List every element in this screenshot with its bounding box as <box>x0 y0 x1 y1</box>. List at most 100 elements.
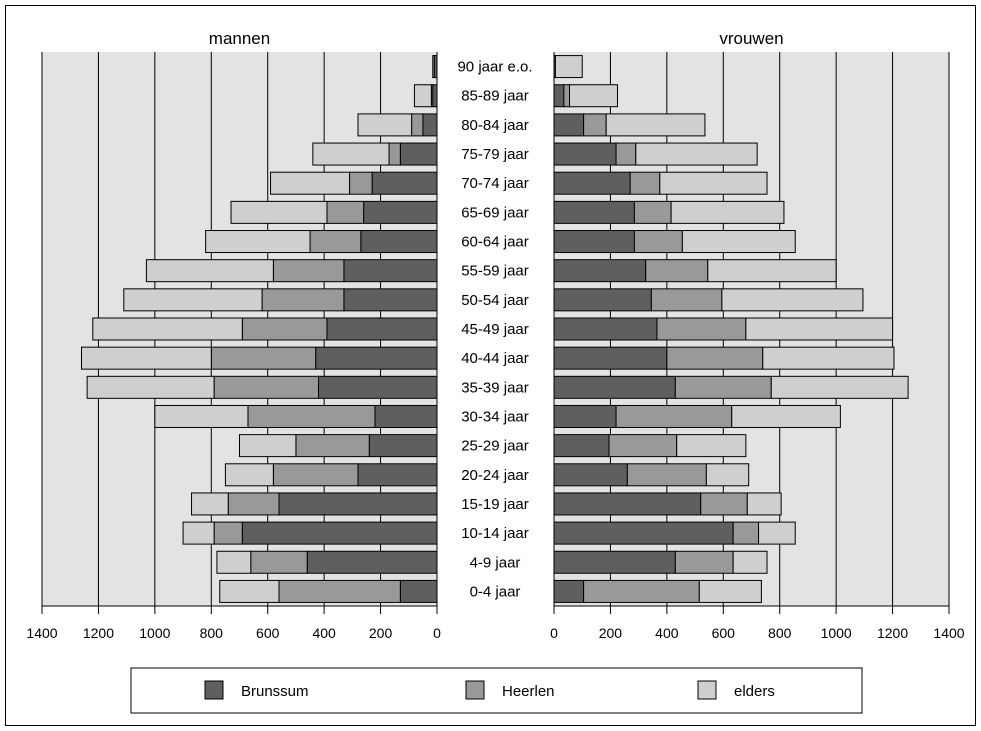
mannen-bar-35-39-jaar-elders <box>86 375 215 399</box>
vrouwen-bar-45-49-jaar-elders <box>745 317 894 341</box>
mannen-bar-80-84-jaar-heerlen <box>411 113 424 137</box>
legend-label-elders: elders <box>734 683 775 700</box>
age-group-labels: 90 jaar e.o. 85-89 jaar 80-84 jaar 75-79 ja… <box>457 59 532 601</box>
legend-swatch-elders <box>697 680 717 700</box>
vrouwen-bar-10-14-jaar-brunssum <box>553 521 734 545</box>
legend-swatch-heerlen <box>465 680 485 700</box>
mannen-bar-40-44-jaar-elders <box>81 346 212 370</box>
vrouwen-bar-60-64-jaar-heerlen <box>633 230 683 254</box>
mannen-bar-50-54-jaar-brunssum <box>343 288 438 312</box>
vrouwen-bar-4-9-jaar-heerlen <box>674 550 734 574</box>
mannen-bar-30-34-jaar-heerlen <box>247 404 376 428</box>
mannen-bar-40-44-jaar-brunssum <box>315 346 438 370</box>
mannen-tick-label-600: 600 <box>256 625 280 641</box>
vrouwen-bar-65-69-jaar-elders <box>670 200 785 224</box>
vrouwen-tick-label-800: 800 <box>768 625 792 641</box>
mannen-bar-20-24-jaar-elders <box>224 463 274 487</box>
age-label-20-24-jaar: 20-24 jaar <box>461 467 529 484</box>
vrouwen-bar-80-84-jaar-heerlen <box>583 113 607 137</box>
mannen-bar-25-29-jaar-elders <box>239 434 297 458</box>
mannen-bar-50-54-jaar-heerlen <box>261 288 345 312</box>
mannen-bar-35-39-jaar-brunssum <box>318 375 438 399</box>
mannen-bar-45-49-jaar-elders <box>92 317 243 341</box>
age-label-30-34-jaar: 30-34 jaar <box>461 408 529 425</box>
mannen-bar-50-54-jaar-elders <box>123 288 263 312</box>
vrouwen-bar-50-54-jaar-elders <box>721 288 864 312</box>
vrouwen-bar-4-9-jaar-elders <box>732 550 768 574</box>
mannen-bar-10-14-jaar-heerlen <box>213 521 243 545</box>
vrouwen-tick-label-200: 200 <box>599 625 623 641</box>
mannen-bar-20-24-jaar-heerlen <box>272 463 359 487</box>
vrouwen-bar-25-29-jaar-elders <box>676 434 747 458</box>
vrouwen-bar-35-39-jaar-elders <box>770 375 909 399</box>
vrouwen-tick-label-1000: 1000 <box>821 625 852 641</box>
mannen-bar-80-84-jaar-elders <box>357 113 413 137</box>
mannen-bar-40-44-jaar-heerlen <box>210 346 317 370</box>
vrouwen-bar-85-89-jaar-heerlen <box>563 84 571 108</box>
legend-swatch-brunssum <box>204 680 224 700</box>
mannen-tick-label-1000: 1000 <box>139 625 170 641</box>
vrouwen-bar-70-74-jaar-heerlen <box>629 171 661 195</box>
vrouwen-bar-55-59-jaar-heerlen <box>645 259 709 283</box>
mannen-bar-15-19-jaar-elders <box>191 492 229 516</box>
mannen-title: mannen <box>209 29 270 48</box>
panel-mannen: 1400 1200 1000 800 600 400 200 0 mannen <box>26 29 441 641</box>
mannen-bar-60-64-jaar-elders <box>205 230 311 254</box>
age-label-0-4-jaar: 0-4 jaar <box>470 583 521 600</box>
vrouwen-bar-15-19-jaar-elders <box>746 492 782 516</box>
mannen-bar-35-39-jaar-heerlen <box>213 375 320 399</box>
age-label-55-59-jaar: 55-59 jaar <box>461 263 529 280</box>
mannen-bar-55-59-jaar-brunssum <box>343 259 438 283</box>
mannen-bar-15-19-jaar-brunssum <box>278 492 438 516</box>
legend-label-brunssum: Brunssum <box>241 683 309 700</box>
mannen-bar-45-49-jaar-heerlen <box>241 317 328 341</box>
vrouwen-bar-75-79-jaar-heerlen <box>615 142 637 166</box>
age-label-50-54-jaar: 50-54 jaar <box>461 292 529 309</box>
vrouwen-bar-80-84-jaar-elders <box>605 113 706 137</box>
mannen-bar-0-4-jaar-elders <box>219 579 280 603</box>
vrouwen-bar-40-44-jaar-elders <box>762 346 895 370</box>
vrouwen-tick-label-400: 400 <box>655 625 679 641</box>
mannen-bar-70-74-jaar-heerlen <box>349 171 373 195</box>
age-label-40-44-jaar: 40-44 jaar <box>461 350 529 367</box>
mannen-tick-label-1400: 1400 <box>26 625 57 641</box>
mannen-bar-25-29-jaar-heerlen <box>295 434 370 458</box>
age-label-75-79-jaar: 75-79 jaar <box>461 146 529 163</box>
vrouwen-bar-30-34-jaar-elders <box>731 404 841 428</box>
mannen-bar-60-64-jaar-brunssum <box>360 230 438 254</box>
age-label-90-jaar-e-o: 90 jaar e.o. <box>457 59 532 76</box>
vrouwen-bar-35-39-jaar-brunssum <box>553 375 676 399</box>
mannen-tick-label-200: 200 <box>369 625 393 641</box>
vrouwen-bar-10-14-jaar-elders <box>758 521 796 545</box>
vrouwen-bar-50-54-jaar-heerlen <box>650 288 723 312</box>
vrouwen-tick-label-1400: 1400 <box>933 625 964 641</box>
mannen-bar-55-59-jaar-elders <box>145 259 274 283</box>
age-label-60-64-jaar: 60-64 jaar <box>461 234 529 251</box>
mannen-bar-10-14-jaar-elders <box>182 521 215 545</box>
vrouwen-bar-30-34-jaar-brunssum <box>553 404 617 428</box>
mannen-bar-60-64-jaar-heerlen <box>309 230 362 254</box>
mannen-tick-label-1200: 1200 <box>83 625 114 641</box>
mannen-bar-55-59-jaar-heerlen <box>272 259 345 283</box>
age-label-65-69-jaar: 65-69 jaar <box>461 204 529 221</box>
vrouwen-bar-75-79-jaar-brunssum <box>553 142 617 166</box>
mannen-bar-90-jaar-e-o-elders <box>432 55 435 79</box>
legend-box <box>130 667 863 714</box>
vrouwen-bar-65-69-jaar-heerlen <box>633 200 672 224</box>
vrouwen-bar-0-4-jaar-elders <box>698 579 762 603</box>
vrouwen-bar-60-64-jaar-brunssum <box>553 230 635 254</box>
vrouwen-bar-85-89-jaar-elders <box>569 84 618 108</box>
vrouwen-bar-40-44-jaar-brunssum <box>553 346 668 370</box>
vrouwen-bar-55-59-jaar-elders <box>707 259 837 283</box>
vrouwen-bar-15-19-jaar-brunssum <box>553 492 702 516</box>
vrouwen-bar-25-29-jaar-heerlen <box>608 434 678 458</box>
vrouwen-bar-60-64-jaar-elders <box>681 230 796 254</box>
legend: Brunssum Heerlen elders <box>130 667 863 714</box>
vrouwen-bar-75-79-jaar-elders <box>635 142 758 166</box>
age-label-15-19-jaar: 15-19 jaar <box>461 496 529 513</box>
mannen-bar-15-19-jaar-heerlen <box>227 492 280 516</box>
vrouwen-bar-25-29-jaar-brunssum <box>553 434 610 458</box>
mannen-tick-label-400: 400 <box>312 625 336 641</box>
mannen-bar-70-74-jaar-brunssum <box>371 171 438 195</box>
